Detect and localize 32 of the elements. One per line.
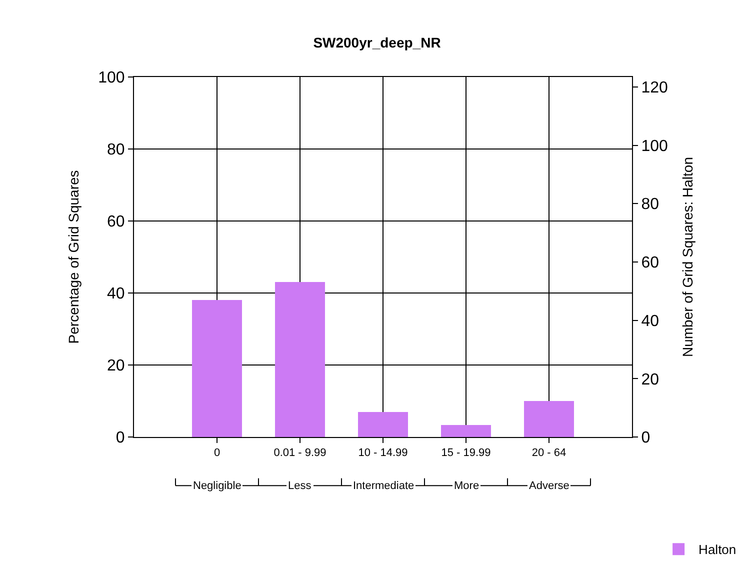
y2-tick-label: 40	[641, 312, 660, 330]
y2-tick-label: 100	[641, 138, 668, 155]
bar	[275, 282, 325, 437]
text: Negligible	[193, 480, 242, 492]
chart-title: SW200yr_deep_NR	[313, 34, 441, 50]
text: Intermediate	[353, 480, 414, 492]
y2-tick-label: 0	[641, 430, 650, 447]
y-tick-label: 80	[107, 142, 125, 159]
y-tick-label: 20	[107, 358, 125, 375]
y2-tick-label: 120	[641, 80, 668, 97]
y-tick-label: 0	[116, 430, 125, 447]
y2-tick-label: 20	[641, 371, 660, 388]
text: More	[454, 480, 480, 492]
y-tick-label: 60	[107, 214, 125, 231]
y2-tick-label: 80	[641, 196, 660, 214]
y-axis-title: Percentage of Grid Squares	[66, 170, 82, 344]
bar	[192, 300, 242, 437]
x-tick-label: 0.01 - 9.99	[274, 447, 326, 460]
text: Adverse	[529, 480, 570, 492]
x-tick-label: 10 - 14.99	[358, 447, 408, 460]
y-tick-label: 100	[98, 70, 125, 87]
x-tick-label: 20 - 64	[532, 447, 566, 460]
x-tick-label: 0	[214, 447, 220, 460]
y2-axis-title: Number of Grid Squares: Halton	[679, 157, 696, 357]
text: Less	[288, 480, 312, 492]
y-tick-label: 40	[107, 286, 125, 303]
y2-tick-label: 60	[641, 254, 660, 272]
bar	[358, 412, 408, 437]
bar	[524, 401, 574, 437]
x-tick-label: 15 - 19.99	[441, 447, 491, 460]
bar	[441, 425, 491, 437]
legend-label: Halton	[698, 542, 736, 558]
